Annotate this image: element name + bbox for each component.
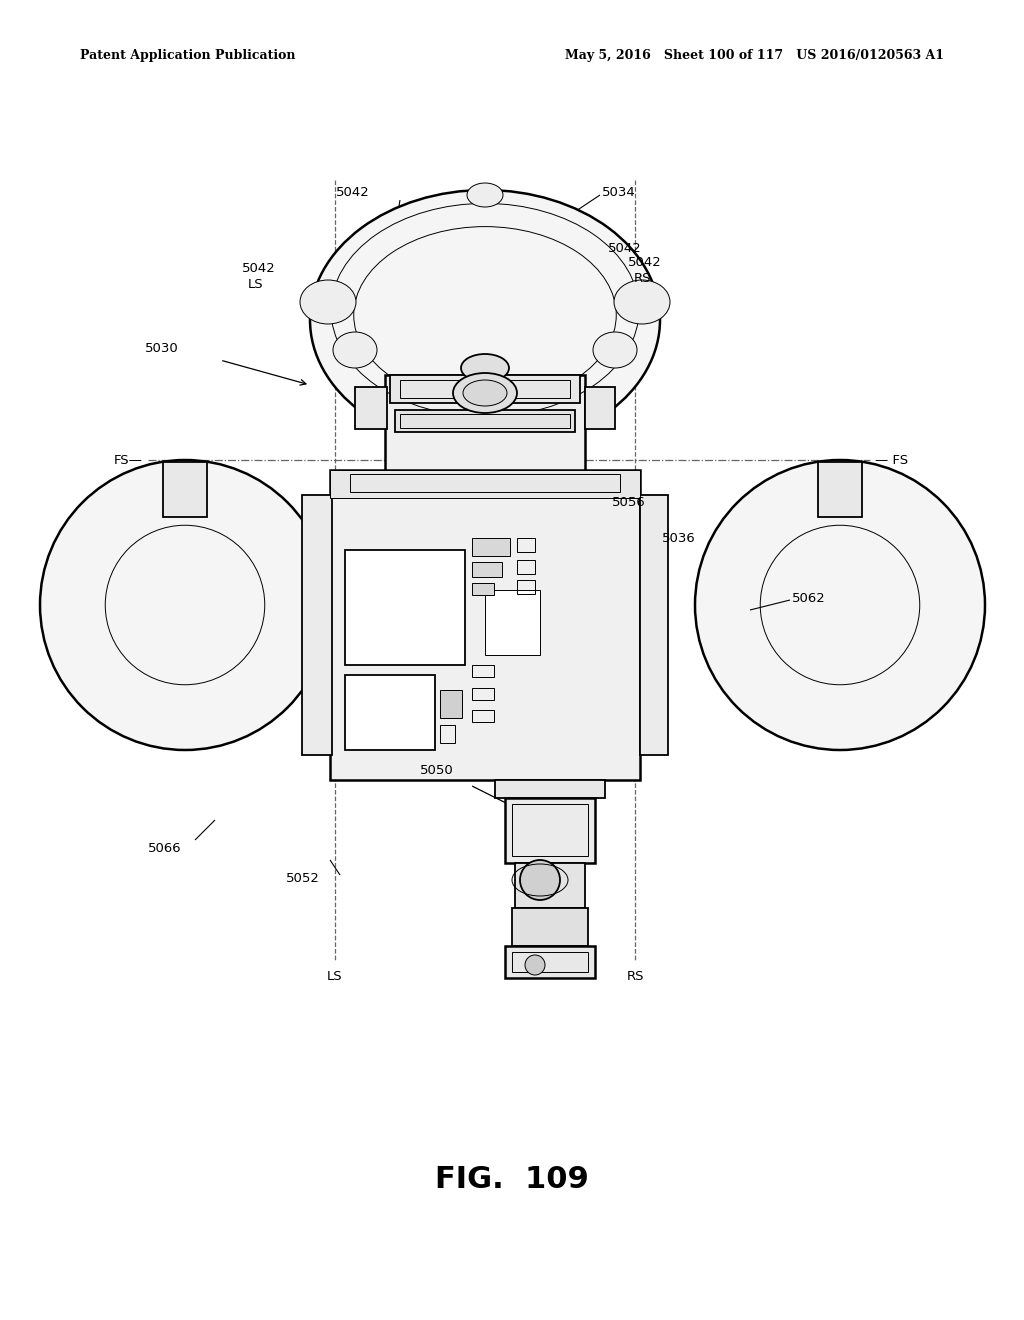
Bar <box>512 952 588 972</box>
Bar <box>585 387 615 429</box>
Bar <box>512 908 588 946</box>
Ellipse shape <box>614 280 670 323</box>
Circle shape <box>40 459 330 750</box>
Bar <box>485 590 540 655</box>
Bar <box>512 804 588 855</box>
Ellipse shape <box>467 183 503 207</box>
Ellipse shape <box>333 333 377 368</box>
Bar <box>400 414 570 428</box>
Ellipse shape <box>453 374 517 413</box>
Text: 5030: 5030 <box>145 342 179 355</box>
Text: LS: LS <box>328 970 343 983</box>
Text: FIG.  109: FIG. 109 <box>435 1166 589 1195</box>
Bar <box>472 583 494 595</box>
Text: 5042: 5042 <box>336 186 370 198</box>
Text: 5036: 5036 <box>662 532 695 544</box>
Bar <box>517 560 535 574</box>
Bar <box>472 710 494 722</box>
Text: RS: RS <box>634 272 651 285</box>
Text: 5042: 5042 <box>628 256 662 268</box>
Text: LS: LS <box>248 279 263 292</box>
Text: 5042: 5042 <box>242 261 275 275</box>
Text: 5062: 5062 <box>792 591 825 605</box>
Text: 5034: 5034 <box>602 186 636 198</box>
Bar <box>395 411 575 432</box>
Ellipse shape <box>310 190 660 450</box>
Bar <box>345 675 435 750</box>
Bar <box>505 799 595 863</box>
Bar <box>390 375 580 403</box>
Bar <box>640 495 668 755</box>
Bar <box>472 665 494 677</box>
Text: 5050: 5050 <box>420 763 454 776</box>
Circle shape <box>520 861 560 900</box>
Bar <box>517 579 535 594</box>
Circle shape <box>525 954 545 975</box>
Bar <box>302 495 332 755</box>
Bar <box>472 539 510 556</box>
Text: FS—: FS— <box>114 454 143 466</box>
Text: Patent Application Publication: Patent Application Publication <box>80 49 296 62</box>
Bar <box>330 470 640 780</box>
Text: RS: RS <box>627 970 644 983</box>
Bar <box>472 688 494 700</box>
Text: 5066: 5066 <box>148 842 181 854</box>
Bar <box>505 946 595 978</box>
Bar <box>515 863 585 908</box>
Bar <box>495 780 605 799</box>
Text: 5056: 5056 <box>612 496 646 510</box>
Bar <box>440 690 462 718</box>
Bar <box>330 470 640 498</box>
Bar <box>345 550 465 665</box>
Ellipse shape <box>463 380 507 407</box>
Bar <box>163 462 207 517</box>
Bar <box>440 725 455 743</box>
Bar <box>385 375 585 470</box>
Ellipse shape <box>593 333 637 368</box>
Text: 5052: 5052 <box>286 871 319 884</box>
Text: — FS: — FS <box>874 454 908 466</box>
Text: 5042: 5042 <box>608 242 642 255</box>
Ellipse shape <box>300 280 356 323</box>
Bar <box>818 462 862 517</box>
Ellipse shape <box>461 354 509 381</box>
Bar <box>400 380 570 399</box>
Bar <box>472 562 502 577</box>
Bar <box>466 366 504 420</box>
Bar <box>355 387 387 429</box>
Circle shape <box>695 459 985 750</box>
Bar <box>350 474 620 492</box>
Bar <box>517 539 535 552</box>
Text: May 5, 2016   Sheet 100 of 117   US 2016/0120563 A1: May 5, 2016 Sheet 100 of 117 US 2016/012… <box>565 49 944 62</box>
